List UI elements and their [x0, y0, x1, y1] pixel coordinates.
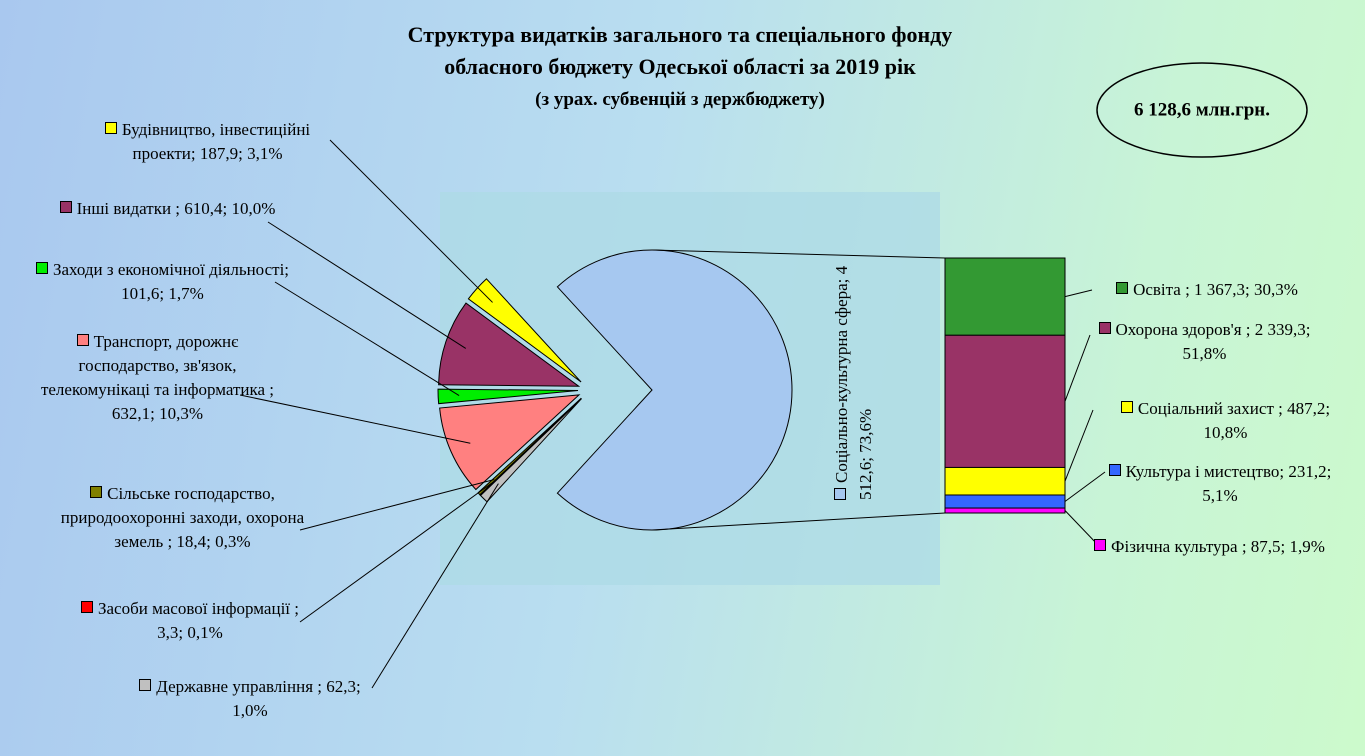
leader-line: [329, 139, 493, 303]
label-text: Будівництво, інвестиційні проекти; 187,9…: [121, 120, 311, 163]
bar-segment: [944, 466, 1066, 496]
label-text: Охорона здоров'я ; 2 339,3; 51,8%: [1115, 320, 1311, 363]
label-text: Інші видатки ; 610,4; 10,0%: [76, 199, 276, 218]
legend-swatch: [1094, 539, 1107, 551]
data-label: Транспорт, дорожнє господарство, зв'язок…: [35, 330, 280, 426]
bar-segment: [944, 507, 1066, 514]
chart-subtitle: (з урах. субвенцій з держбюджету): [535, 89, 825, 110]
data-label: Сільське господарство, природоохоронні з…: [60, 482, 305, 554]
leader-line: [239, 394, 471, 444]
data-label: Соціально-культурна сфера; 4 512,6; 73,6…: [830, 260, 878, 500]
data-label: Фізична культура ; 87,5; 1,9%: [1092, 535, 1327, 559]
leader-line: [1064, 289, 1093, 298]
leader-line: [299, 478, 495, 531]
label-text: Освіта ; 1 367,3; 30,3%: [1133, 280, 1298, 299]
leader-line: [267, 221, 467, 349]
legend-swatch: [139, 679, 152, 691]
bar-segment: [944, 494, 1066, 509]
legend-swatch: [834, 488, 846, 500]
legend-swatch: [1108, 464, 1121, 476]
label-text: Культура і мистецтво; 231,2; 5,1%: [1125, 462, 1332, 505]
label-text: Заходи з економічної діяльності; 101,6; …: [52, 260, 290, 303]
label-text: Фізична культура ; 87,5; 1,9%: [1111, 537, 1325, 556]
leader-line: [1064, 334, 1091, 402]
connector-line: [651, 249, 946, 259]
label-text: Транспорт, дорожнє господарство, зв'язок…: [40, 332, 275, 423]
connector-line: [651, 512, 946, 531]
total-ellipse: [1096, 62, 1308, 158]
label-text: Сільське господарство, природоохоронні з…: [60, 484, 305, 551]
data-label: Культура і мистецтво; 231,2; 5,1%: [1100, 460, 1340, 508]
leader-line: [1064, 510, 1099, 546]
data-label: Соціальний захист ; 487,2; 10,8%: [1098, 397, 1353, 445]
label-text: Соціально-культурна сфера; 4 512,6; 73,6…: [832, 265, 875, 500]
legend-swatch: [1120, 401, 1133, 413]
data-label: Освіта ; 1 367,3; 30,3%: [1092, 278, 1322, 302]
legend-swatch: [1098, 322, 1111, 334]
pie-slice: [467, 278, 582, 383]
data-label: Охорона здоров'я ; 2 339,3; 51,8%: [1092, 318, 1317, 366]
leader-line: [1064, 409, 1094, 482]
legend-swatch: [90, 486, 103, 498]
leader-line: [274, 281, 460, 396]
leader-line: [1064, 471, 1106, 502]
legend-swatch: [80, 601, 93, 613]
data-label: Державне управління ; 62,3; 1,0%: [125, 675, 375, 723]
data-label: Заходи з економічної діяльності; 101,6; …: [35, 258, 290, 306]
data-label: Засоби масової інформації ; 3,3; 0,1%: [70, 597, 310, 645]
leader-line: [371, 483, 499, 689]
bar-segment: [944, 334, 1066, 468]
leader-line: [299, 480, 496, 623]
legend-swatch: [104, 122, 117, 134]
label-text: Соціальний захист ; 487,2; 10,8%: [1137, 399, 1331, 442]
data-label: Інші видатки ; 610,4; 10,0%: [50, 197, 285, 221]
label-text: Державне управління ; 62,3; 1,0%: [156, 677, 361, 720]
legend-swatch: [76, 334, 89, 346]
data-label: Будівництво, інвестиційні проекти; 187,9…: [75, 118, 340, 166]
chart-title: обласного бюджету Одеської області за 20…: [444, 54, 916, 79]
pie-slice: [437, 388, 579, 405]
legend-swatch: [1116, 282, 1129, 294]
chart-title: Структура видатків загального та спеціал…: [407, 22, 953, 47]
bar-segment: [944, 257, 1066, 336]
legend-swatch: [59, 201, 72, 213]
legend-swatch: [35, 262, 48, 274]
label-text: Засоби масової інформації ; 3,3; 0,1%: [97, 599, 299, 642]
pie-slice: [556, 249, 793, 531]
total-annotation: 6 128,6 млн.грн.: [1134, 99, 1270, 120]
pie-slice: [439, 394, 581, 491]
